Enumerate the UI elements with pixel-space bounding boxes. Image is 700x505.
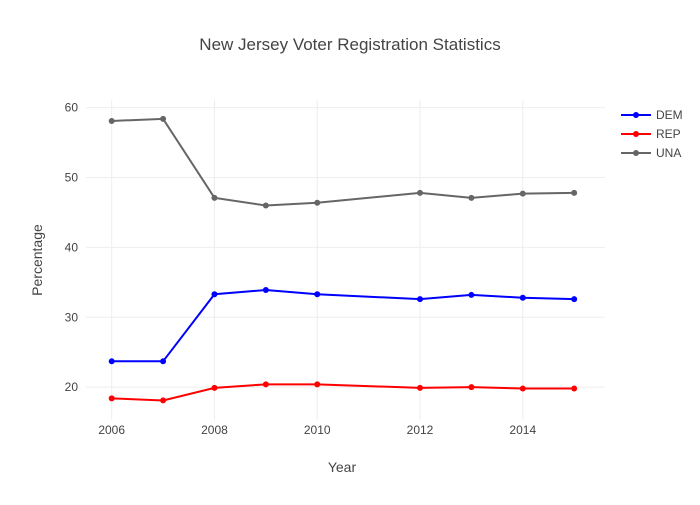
data-point-dem	[211, 291, 218, 298]
legend-label-rep: REP	[656, 127, 681, 141]
data-point-rep	[468, 384, 475, 391]
y-tick-label: 40	[65, 240, 79, 254]
series-line-una	[111, 117, 575, 207]
data-point-una	[160, 115, 167, 122]
legend-label-una: UNA	[656, 146, 681, 160]
data-point-rep	[262, 381, 269, 388]
data-point-una	[519, 190, 526, 197]
x-tick-label: 2014	[509, 423, 536, 437]
data-point-rep	[314, 381, 321, 388]
x-tick-label: 2008	[201, 423, 228, 437]
legend-label-dem: DEM	[656, 108, 683, 122]
legend-marker-una	[633, 150, 639, 156]
y-tick-label: 60	[65, 101, 79, 115]
data-point-dem	[417, 296, 424, 303]
series-line-dem	[111, 289, 575, 363]
data-point-dem	[519, 294, 526, 301]
x-tick-label: 2006	[98, 423, 125, 437]
data-point-rep	[108, 395, 115, 402]
data-point-rep	[519, 385, 526, 392]
data-point-una	[314, 199, 321, 206]
data-point-dem	[314, 291, 321, 298]
data-point-dem	[108, 358, 115, 365]
legend-marker-rep	[633, 131, 639, 137]
chart-title: New Jersey Voter Registration Statistics	[199, 35, 500, 54]
data-point-una	[571, 189, 578, 196]
data-point-dem	[160, 358, 167, 365]
data-point-rep	[211, 384, 218, 391]
y-tick-label: 30	[65, 310, 79, 324]
data-point-rep	[571, 385, 578, 392]
y-axis-label: Percentage	[29, 224, 45, 296]
legend-marker-dem	[633, 112, 639, 118]
y-tick-label: 20	[65, 380, 79, 394]
data-point-dem	[468, 291, 475, 298]
data-point-dem	[262, 287, 269, 294]
data-point-dem	[571, 296, 578, 303]
data-point-una	[211, 194, 218, 201]
y-tick-label: 50	[65, 171, 79, 185]
data-point-rep	[160, 397, 167, 404]
data-point-una	[468, 194, 475, 201]
x-axis-label: Year	[328, 459, 357, 475]
x-tick-label: 2010	[304, 423, 331, 437]
x-tick-label: 2012	[407, 423, 434, 437]
data-point-una	[262, 202, 269, 209]
data-point-rep	[417, 384, 424, 391]
data-point-una	[417, 189, 424, 196]
data-point-una	[108, 117, 115, 124]
